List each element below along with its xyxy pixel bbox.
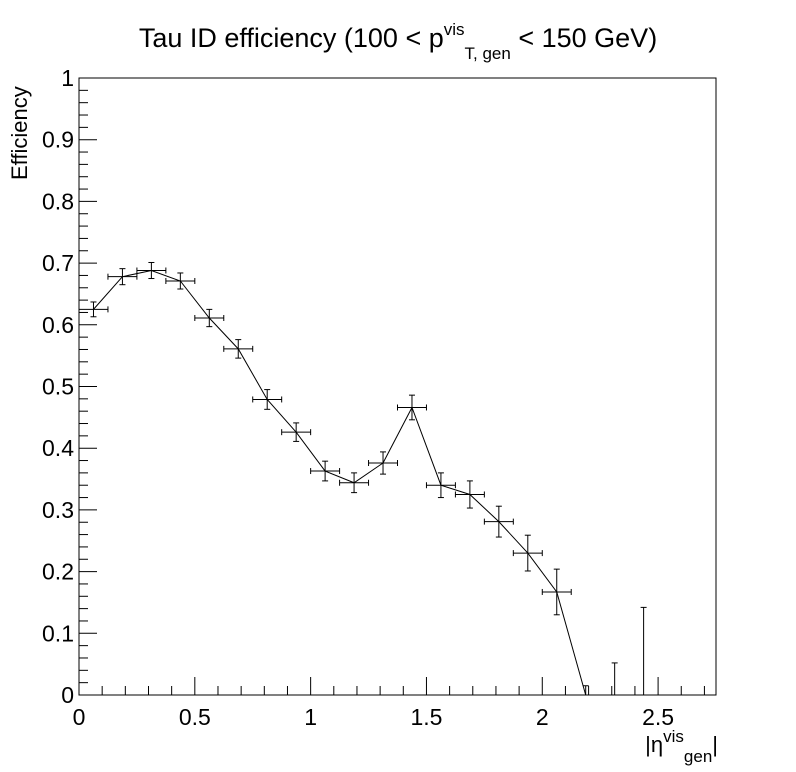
data-point xyxy=(310,460,341,482)
chart-title-prefix: Tau ID efficiency (100 < p xyxy=(139,23,444,53)
data-point xyxy=(107,268,138,286)
data-points xyxy=(78,261,647,695)
x-axis-title-open: |η xyxy=(645,732,663,757)
data-point xyxy=(397,394,427,421)
x-tick-label: 2.5 xyxy=(642,704,674,730)
y-tick-label: 0 xyxy=(61,682,74,708)
data-point xyxy=(611,662,618,695)
x-tick-label: 0.5 xyxy=(179,704,211,730)
data-point xyxy=(339,472,370,494)
data-point xyxy=(136,261,167,280)
data-point xyxy=(640,606,647,695)
chart-title: Tau ID efficiency (100 < pvisT, gen < 15… xyxy=(139,20,657,63)
x-tick-label: 1 xyxy=(304,704,317,730)
chart-title-sub: T, gen xyxy=(465,44,511,63)
y-tick-label: 0.9 xyxy=(42,127,74,153)
data-point xyxy=(454,480,485,509)
x-axis-title-sub: gen xyxy=(684,747,712,766)
x-axis-title-sup: vis xyxy=(663,727,684,746)
data-point xyxy=(252,389,283,410)
chart-title-sup: vis xyxy=(444,20,465,39)
y-tick-label: 0.3 xyxy=(42,497,74,523)
plot-frame xyxy=(78,77,717,696)
data-point xyxy=(165,272,196,290)
y-tick-label: 0.2 xyxy=(42,559,74,585)
y-tick-label: 0.4 xyxy=(42,435,74,461)
x-tick-label: 2 xyxy=(536,704,549,730)
y-axis-title: Efficiency xyxy=(7,86,32,180)
x-axis-title: |ηvisgen| xyxy=(645,727,718,766)
x-tick-label: 1.5 xyxy=(410,704,442,730)
efficiency-line xyxy=(93,269,587,696)
axis-tick-labels: 0 0.5 1 1.5 2 2.5 0 0.1 0.2 0.3 0.4 0.5 0.6 0.7 0.8 0.9… xyxy=(42,65,674,730)
data-point xyxy=(78,301,109,318)
data-point xyxy=(483,505,514,538)
x-tick-label: 0 xyxy=(73,704,86,730)
x-axis-title-close: | xyxy=(712,732,718,757)
axis-ticks xyxy=(78,77,705,696)
data-point xyxy=(223,339,254,359)
data-point xyxy=(368,451,398,475)
y-tick-label: 0.7 xyxy=(42,250,74,276)
y-tick-label: 0.8 xyxy=(42,188,74,214)
data-point xyxy=(512,534,543,572)
y-tick-label: 0.1 xyxy=(42,620,74,646)
data-point xyxy=(541,568,572,616)
data-point xyxy=(281,422,312,442)
data-point xyxy=(425,472,456,499)
chart-title-suffix: < 150 GeV) xyxy=(511,23,657,53)
y-tick-label: 0.5 xyxy=(42,374,74,400)
data-point xyxy=(582,685,589,695)
y-tick-label: 0.6 xyxy=(42,312,74,338)
y-tick-label: 1 xyxy=(61,65,74,91)
data-point xyxy=(194,308,225,328)
